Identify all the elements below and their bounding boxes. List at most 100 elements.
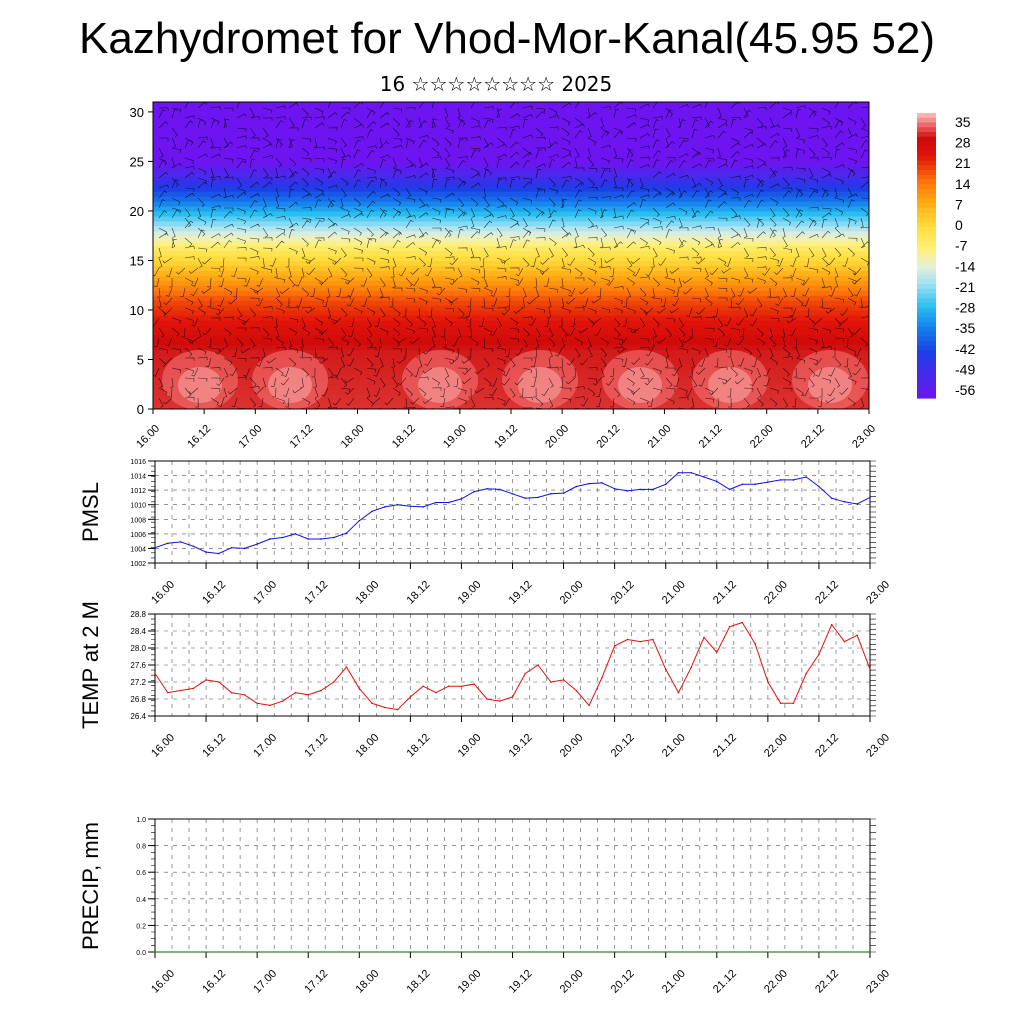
temp-data-point — [358, 687, 361, 690]
colorbar-cell — [917, 179, 936, 185]
pmsl-data-point — [843, 501, 846, 503]
pmsl-data-point — [307, 538, 310, 540]
temp-data-point — [677, 691, 680, 694]
pmsl-axis-title: PMSL — [78, 482, 103, 542]
colorbar-cell — [917, 279, 936, 285]
pmsl-data-point — [639, 488, 641, 491]
temp-data-point — [179, 689, 182, 692]
colorbar-cell — [917, 217, 936, 223]
temp-data-point — [384, 706, 386, 709]
pmsl-x-tick-label: 21.12 — [711, 579, 739, 607]
y-tick-label: 10 — [130, 303, 144, 318]
precip-grid — [154, 818, 871, 953]
colorbar-cell — [917, 364, 936, 371]
pmsl-x-tick-label: 21.00 — [660, 579, 688, 607]
colorbar-cell — [917, 284, 936, 290]
colorbar-cell — [917, 393, 936, 399]
temp-data-point — [409, 696, 412, 698]
pmsl-data-point — [384, 506, 386, 508]
pmsl-data-point — [486, 487, 488, 490]
pmsl-y-tick-label: 1006 — [130, 532, 146, 539]
pmsl-x-tick-label: 16.00 — [149, 579, 177, 607]
pmsl-data-point — [371, 510, 373, 513]
pmsl-x-tick-label: 19.12 — [507, 579, 535, 607]
pmsl-data-point — [856, 503, 859, 505]
colorbar-label: -14 — [955, 258, 975, 274]
colorbar-label: -7 — [955, 238, 968, 254]
pmsl-x-tick-label: 20.00 — [558, 579, 586, 607]
precip-x-tick-label: 23.00 — [864, 968, 892, 996]
x-tick-label: 20.00 — [543, 423, 571, 451]
temp-data-point — [218, 681, 220, 683]
temp-data-point — [345, 666, 348, 668]
temp-data-point — [601, 676, 603, 679]
temp-x-tick-label: 18.12 — [405, 732, 433, 760]
temp-y-tick-label: 27.6 — [130, 661, 146, 670]
precip-data-point — [869, 951, 871, 953]
temp-x-tick-label: 23.00 — [864, 732, 892, 760]
colorbar-label: 7 — [955, 196, 963, 212]
pmsl-data-point — [652, 488, 654, 491]
precip-y-tick-label: 0.4 — [136, 897, 146, 904]
colorbar-cell — [917, 293, 936, 299]
pmsl-data-point — [575, 485, 578, 488]
temp-axis-title: TEMP at 2 M — [78, 601, 103, 729]
pmsl-data-point — [690, 471, 693, 474]
pmsl-x-tick-label: 19.00 — [456, 579, 484, 607]
temp-data-point — [767, 681, 769, 683]
colorbar-cell — [917, 165, 936, 171]
wind-barbs — [153, 102, 869, 409]
temp-data-point — [856, 634, 859, 637]
pmsl-data-point — [588, 482, 590, 485]
precip-x-tick-label: 20.12 — [609, 968, 637, 996]
pmsl-data-point — [332, 536, 335, 539]
colorbar-cell — [917, 303, 936, 309]
colorbar-cell — [917, 208, 936, 214]
pmsl-data-point — [460, 498, 463, 500]
pmsl-data-point — [741, 483, 744, 486]
colorbar-cell — [917, 184, 936, 190]
temp-data-point — [486, 698, 488, 700]
pmsl-data-point — [677, 471, 680, 474]
colorbar-cell — [917, 360, 936, 366]
colorbar-cell — [917, 146, 936, 152]
colorbar-cell — [917, 160, 936, 166]
colorbar-label: 14 — [955, 176, 971, 192]
y-tick-label: 15 — [130, 253, 144, 268]
colorbar-cell — [917, 198, 936, 204]
colorbar-label: 28 — [955, 135, 971, 151]
pmsl-data-point — [269, 538, 271, 540]
pmsl-data-point — [358, 519, 361, 522]
x-tick-label: 19.00 — [441, 423, 469, 451]
colorbar-cell — [917, 189, 936, 195]
pmsl-data-point — [166, 542, 169, 545]
colorbar-cell — [917, 227, 936, 233]
temp-x-tick-label: 20.00 — [558, 732, 586, 760]
colorbar-cell — [917, 345, 936, 352]
temp-data-point — [588, 704, 590, 707]
pmsl-y-tick-label: 1008 — [130, 517, 146, 524]
precip-x-tick-label: 21.00 — [660, 968, 688, 996]
y-tick-label: 20 — [130, 204, 144, 219]
precip-x-tick-label: 21.12 — [711, 968, 739, 996]
pmsl-data-point — [498, 488, 501, 491]
pmsl-y-tick-label: 1016 — [130, 459, 146, 466]
colorbar-cell — [917, 193, 936, 200]
x-tick-label: 16.00 — [134, 423, 162, 451]
colorbar-cell — [917, 155, 936, 162]
colorbar-cell — [917, 127, 936, 133]
precip-x-tick-label: 18.12 — [405, 968, 433, 996]
colorbar-label: -35 — [955, 320, 975, 336]
precip-x-tick-label: 22.00 — [762, 968, 790, 996]
pmsl-data-point — [294, 533, 297, 535]
temp-y-tick-label: 28.8 — [130, 610, 146, 619]
temp-y-tick-label: 28.0 — [130, 644, 146, 653]
temp-data-point — [703, 636, 705, 639]
precip-x-tick-label: 16.12 — [200, 968, 228, 996]
pmsl-data-point — [218, 552, 220, 555]
pmsl-frame — [154, 460, 871, 564]
colorbar-cell — [917, 355, 936, 361]
temp-data-point — [537, 664, 539, 666]
pmsl-data-point — [537, 496, 539, 499]
temp-data-point — [779, 702, 782, 705]
